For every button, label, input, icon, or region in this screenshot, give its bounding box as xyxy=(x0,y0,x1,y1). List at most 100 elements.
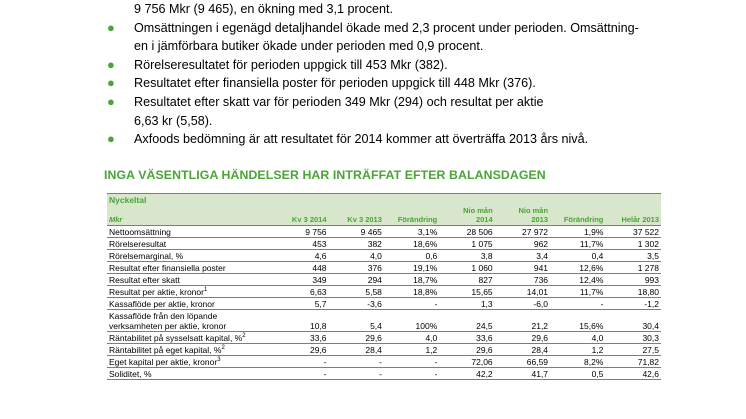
column-header: Kv 3 2014 xyxy=(273,206,329,226)
table-cell: 71,82 xyxy=(605,355,661,368)
table-cell: -3,6 xyxy=(328,297,384,310)
table-row: Resultat per aktie, kronor1 6,63 5,58 18,8%… xyxy=(107,285,661,298)
table-cell: 42,6 xyxy=(605,367,661,380)
table-cell: 1 075 xyxy=(439,237,495,250)
table-row: Kassaflöde per aktie, kronor 5,7 -3,6-1,3-… xyxy=(107,297,661,310)
column-header: Förändring xyxy=(550,206,606,226)
column-header-text: Nio mån 2014 xyxy=(463,206,493,224)
column-header-line: 2014 xyxy=(475,214,493,224)
table-cell: 3,8 xyxy=(439,249,495,262)
table-cell: 294 xyxy=(328,273,384,286)
table-cell: 30,4 xyxy=(605,309,661,332)
table-cell: -6,0 xyxy=(494,297,551,310)
table-cell: 382 xyxy=(328,237,384,250)
table-row: Resultat efter skatt 349 294 18,7% 827 736 12,… xyxy=(107,273,661,286)
row-label-text: Soliditet, % xyxy=(109,369,152,379)
table-cell: 30,3 xyxy=(605,331,661,344)
row-label-text: Kassaflöde per aktie, kronor xyxy=(109,299,215,309)
bullet-dot-icon: ● xyxy=(107,19,115,35)
table-cell: 12,4% xyxy=(550,273,606,286)
table-cell: 376 xyxy=(328,261,384,274)
row-label-text: Rörelseresultat xyxy=(109,239,167,249)
table-cell: 33,6 xyxy=(439,331,495,344)
bullet-line: ● Resultatet efter finansiella poster för… xyxy=(104,74,724,93)
column-header: Kv 3 2013 xyxy=(328,206,384,226)
row-label-text: Rörelsemarginal, % xyxy=(109,251,184,261)
row-label-text: Räntabilitet på sysselsatt kapital, % xyxy=(109,333,243,343)
table-cell: 1,2 xyxy=(383,343,440,356)
table-cell: 11,7% xyxy=(550,237,606,250)
table-cell: 1,3 xyxy=(439,297,495,310)
table-cell: 24,5 xyxy=(439,309,495,332)
bullet-line: ● Axfoods bedömning är att resultatet för… xyxy=(104,130,724,149)
table-cell: - xyxy=(550,297,606,310)
key-figures-table: Nyckeltal Mkr Kv 3 2014 Kv 3 2013 Föränd… xyxy=(107,193,661,380)
table-cell: 29,6 xyxy=(328,331,384,344)
row-label: Eget kapital per aktie, kronor3 xyxy=(107,355,274,368)
table-row: Resultat efter finansiella poster 448 376 1… xyxy=(107,261,661,274)
table-row: Soliditet, % - - -42,2 41,7 0,5 42,6 xyxy=(107,367,661,380)
table-cell: 28,4 xyxy=(494,343,551,356)
row-label: Resultat efter finansiella poster xyxy=(107,261,274,274)
table-cell: 8,2% xyxy=(550,355,606,368)
table-cell: - xyxy=(383,355,440,368)
bullet-text: Resultatet efter skatt var för perioden … xyxy=(134,94,544,109)
table-cell: 9 465 xyxy=(328,225,384,238)
table-cell: 6,63 xyxy=(273,285,329,298)
row-label-text: Kassaflöde från den löpande verksamheten… xyxy=(109,311,227,331)
table-cell: 18,8% xyxy=(383,285,440,298)
column-header-line: Nio mån xyxy=(518,206,549,215)
bullet-dot-icon: ● xyxy=(107,131,115,147)
table-cell: - xyxy=(273,355,329,368)
table-cell: 3,4 xyxy=(494,249,551,262)
table-cell: 28 506 xyxy=(439,225,495,238)
column-header: Förändring xyxy=(383,206,440,226)
table-cell: 5,7 xyxy=(273,297,329,310)
table-cell: 1,9% xyxy=(550,225,606,238)
table-row: Rörelsemarginal, % 4,6 4,0 0,6 3,8 3,4 0,4 3,5 xyxy=(107,249,661,262)
table-cell: 4,0 xyxy=(328,249,384,262)
table-row: Räntabilitet på sysselsatt kapital, %2 33… xyxy=(107,331,661,344)
table-cell: 4,0 xyxy=(383,331,440,344)
footnote-marker: 2 xyxy=(242,333,246,340)
bullet-line: 6,63 kr (5,58). xyxy=(104,112,724,131)
row-label: Rörelseresultat xyxy=(107,237,274,250)
section-heading: INGA VÄSENTLIGA HÄNDELSER HAR INTRÄFFAT … xyxy=(104,168,546,182)
row-label: Resultat efter skatt xyxy=(107,273,274,286)
table-cell: 1,2 xyxy=(550,343,606,356)
table-cell: -1,2 xyxy=(605,297,661,310)
table-cell: 21,2 xyxy=(494,309,551,332)
table-cell: 33,6 xyxy=(273,331,329,344)
table-cell: 9 756 xyxy=(273,225,329,238)
row-label: Räntabilitet på eget kapital, %2 xyxy=(107,343,274,356)
column-header: Nio mån 2014 xyxy=(439,206,495,226)
row-label: Räntabilitet på sysselsatt kapital, %2 xyxy=(107,331,274,344)
footnote-marker: 1 xyxy=(203,287,208,294)
table-cell: 29,6 xyxy=(494,331,551,344)
table-cell: - xyxy=(383,367,440,380)
table-cell: - xyxy=(328,367,384,380)
table-cell: 27 972 xyxy=(494,225,551,238)
row-label-text: Resultat efter finansiella poster xyxy=(109,263,226,273)
bullet-text: Rörelseresultatet för perioden uppgick t… xyxy=(134,57,448,72)
table-cell: 14,01 xyxy=(494,285,551,298)
bullet-text: 9 756 Mkr (9 465), en ökning med 3,1 pro… xyxy=(134,2,394,16)
table-cell: 18,7% xyxy=(383,273,440,286)
bullet-dot-icon: ● xyxy=(107,75,115,91)
table-cell: 1 278 xyxy=(605,261,661,274)
table-cell: 15,65 xyxy=(439,285,495,298)
table-cell: - xyxy=(273,367,329,380)
bullet-line: ● Resultatet efter skatt var för perioden… xyxy=(104,93,724,112)
table-header-row: Mkr Kv 3 2014 Kv 3 2013 Förändring Nio m… xyxy=(107,206,661,226)
table-cell: 1 060 xyxy=(439,261,495,274)
table-cell: 27,5 xyxy=(605,343,661,356)
table-cell: 10,8 xyxy=(273,309,329,332)
table-row: Nettoomsättning 9 756 9 465 3,1% 28 506 27 97… xyxy=(107,225,661,238)
table-cell: 18,6% xyxy=(383,237,440,250)
bullet-line: ● Omsättningen i egenägd detaljhandel öka… xyxy=(104,19,724,38)
table-cell: 28,4 xyxy=(328,343,384,356)
row-label: Kassaflöde per aktie, kronor xyxy=(107,297,274,310)
table-cell: 941 xyxy=(494,261,551,274)
bullet-text: Omsättningen i egenägd detaljhandel ökad… xyxy=(134,20,639,35)
bullet-line: 9 756 Mkr (9 465), en ökning med 3,1 pro… xyxy=(104,0,724,19)
